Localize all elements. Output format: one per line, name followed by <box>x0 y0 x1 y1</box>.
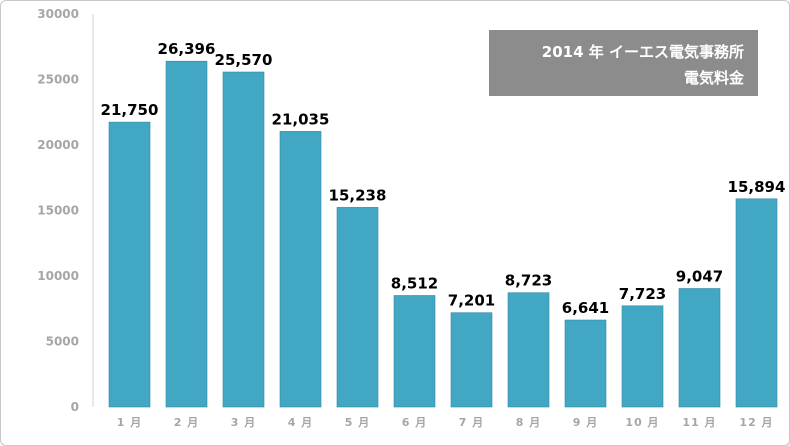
x-tick-label: 1 月 <box>117 416 142 429</box>
x-tick-label: 10 月 <box>625 416 659 429</box>
bar-value-label: 15,894 <box>728 178 786 196</box>
chart-title-line-1: 2014 年 イーエス電気事務所 <box>541 43 744 61</box>
bar <box>108 121 151 408</box>
bar <box>393 295 436 408</box>
x-tick-label: 9 月 <box>573 416 598 429</box>
x-tick-label: 4 月 <box>288 416 313 429</box>
bar-value-label: 8,512 <box>391 275 438 293</box>
bar <box>279 131 322 408</box>
bar <box>735 198 778 408</box>
bar <box>450 312 493 408</box>
x-tick-label: 6 月 <box>402 416 427 429</box>
x-tick-label: 7 月 <box>459 416 484 429</box>
bar <box>621 305 664 408</box>
bar <box>165 60 208 408</box>
bar-value-label: 21,750 <box>101 101 159 119</box>
y-tick-label: 25000 <box>37 73 79 87</box>
y-tick-label: 0 <box>71 400 79 414</box>
y-tick-label: 30000 <box>37 7 79 21</box>
y-tick-label: 20000 <box>37 138 79 152</box>
bar-value-label: 7,201 <box>448 292 495 310</box>
y-tick-label: 10000 <box>37 269 79 283</box>
x-tick-label: 8 月 <box>516 416 541 429</box>
y-tick-label: 15000 <box>37 204 79 218</box>
bar <box>507 292 550 408</box>
bar-value-label: 25,570 <box>215 51 273 69</box>
x-tick-label: 2 月 <box>174 416 199 429</box>
bar-value-label: 9,047 <box>676 268 723 286</box>
x-tick-label: 3 月 <box>231 416 256 429</box>
bar-value-label: 21,035 <box>272 110 330 128</box>
chart-title-box: 2014 年 イーエス電気事務所 電気料金 <box>489 30 758 96</box>
y-tick-label: 5000 <box>46 335 79 349</box>
bar-value-label: 6,641 <box>562 299 609 317</box>
bar <box>222 71 265 408</box>
bar-value-label: 7,723 <box>619 285 666 303</box>
bar <box>564 319 607 408</box>
x-tick-label: 11 月 <box>682 416 716 429</box>
x-tick-label: 5 月 <box>345 416 370 429</box>
bar-value-label: 15,238 <box>329 186 387 204</box>
bar-value-label: 26,396 <box>158 40 216 58</box>
bar <box>336 207 379 408</box>
bar <box>678 288 721 408</box>
chart-title-line-2: 電気料金 <box>683 69 744 87</box>
x-tick-label: 12 月 <box>739 416 773 429</box>
bar-value-label: 8,723 <box>505 272 552 290</box>
